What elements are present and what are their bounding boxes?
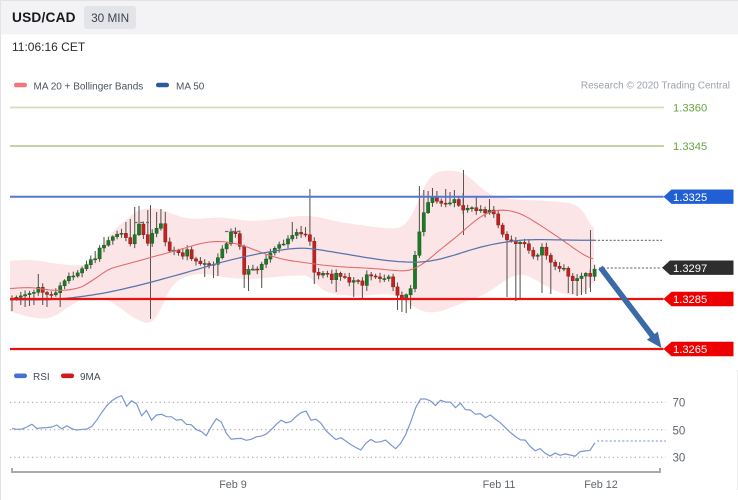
svg-text:Feb 12: Feb 12 [584,479,618,491]
svg-text:1.3325: 1.3325 [673,192,707,204]
svg-text:1.3285: 1.3285 [673,294,707,306]
svg-text:1.3345: 1.3345 [673,141,707,153]
svg-text:Feb 9: Feb 9 [219,479,247,491]
svg-text:MA 50: MA 50 [176,82,205,93]
svg-text:9MA: 9MA [80,372,101,383]
svg-text:70: 70 [673,398,686,410]
svg-text:Feb 11: Feb 11 [483,479,516,491]
svg-text:1.3360: 1.3360 [673,103,707,115]
svg-text:MA 20 + Bollinger Bands: MA 20 + Bollinger Bands [34,82,144,93]
svg-text:50: 50 [673,425,686,437]
svg-text:1.3297: 1.3297 [673,263,707,275]
svg-text:Research © 2020 Trading Centra: Research © 2020 Trading Central [581,81,730,92]
svg-text:30: 30 [673,453,686,465]
svg-text:RSI: RSI [33,372,50,383]
svg-text:1.3265: 1.3265 [673,344,707,356]
